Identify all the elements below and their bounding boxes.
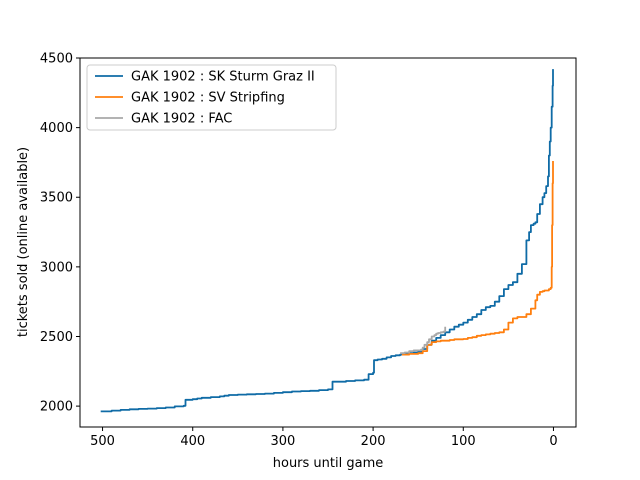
y-tick-label: 2500 xyxy=(40,330,73,345)
x-axis-label: hours until game xyxy=(273,456,384,471)
y-tick-label: 3500 xyxy=(40,191,73,206)
x-tick-label: 100 xyxy=(451,434,476,449)
series-line-3 xyxy=(400,326,447,355)
x-tick-label: 200 xyxy=(361,434,386,449)
y-tick-label: 2000 xyxy=(40,400,73,415)
legend-label-2: GAK 1902 : SV Stripfing xyxy=(131,91,285,106)
legend-label-3: GAK 1902 : FAC xyxy=(131,112,232,127)
legend: GAK 1902 : SK Sturm Graz II GAK 1902 : SV… xyxy=(86,64,337,131)
x-tick-label: 300 xyxy=(270,434,295,449)
x-tick-label: 400 xyxy=(180,434,205,449)
y-tick-label: 4000 xyxy=(40,121,73,136)
x-axis: 500 400 300 200 100 0 xyxy=(90,427,558,449)
series-line-2 xyxy=(401,161,554,356)
legend-label-1: GAK 1902 : SK Sturm Graz II xyxy=(131,70,315,85)
y-tick-label: 3000 xyxy=(40,260,73,275)
x-tick-label: 0 xyxy=(549,434,557,449)
plot-frame xyxy=(79,57,577,428)
x-tick-label: 500 xyxy=(90,434,115,449)
y-axis-label: tickets sold (online available) xyxy=(16,147,31,337)
legend-box xyxy=(86,64,337,131)
series-layer xyxy=(100,69,554,413)
y-axis: 2000 2500 3000 3500 4000 4500 xyxy=(40,52,80,415)
y-tick-label: 4500 xyxy=(40,52,73,67)
